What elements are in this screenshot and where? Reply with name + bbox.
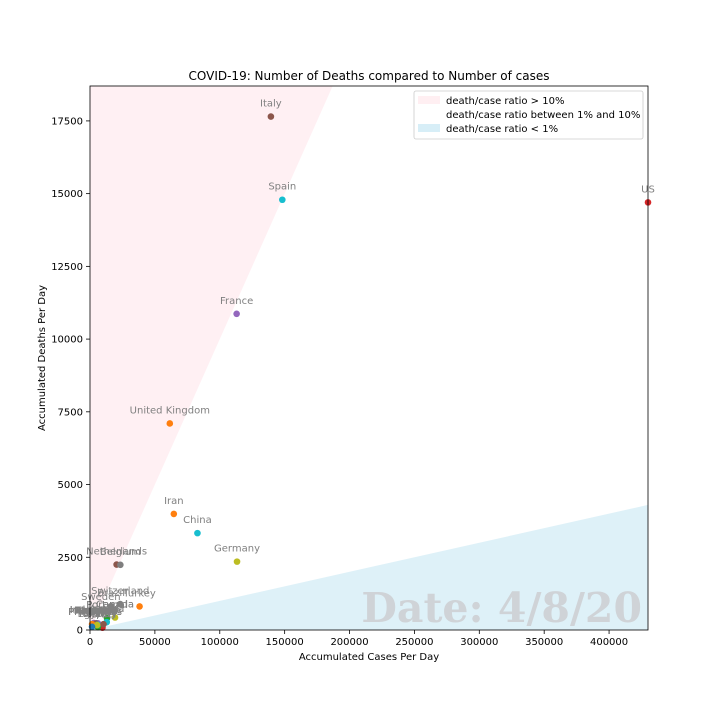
point-poland	[93, 621, 101, 629]
crowded-label-austria: Austria	[89, 604, 124, 615]
x-tick-label: 350000	[525, 637, 563, 648]
region-high-ratio	[90, 86, 333, 630]
label-china: China	[183, 515, 212, 526]
label-brazil: Brazil	[97, 588, 125, 599]
point-united-kingdom	[166, 420, 174, 427]
point-switzerland	[116, 600, 124, 608]
label-philippines: Philippines	[68, 607, 122, 618]
x-tick-label: 400000	[590, 637, 628, 648]
point-china	[194, 529, 201, 537]
label-italy: Italy	[260, 99, 282, 110]
label-turkey: Turkey	[122, 588, 156, 599]
label-france: France	[220, 296, 253, 307]
label-ireland: Ireland	[81, 605, 116, 616]
y-axis-label: Accumulated Deaths Per Day	[37, 285, 48, 431]
label-algeria: Algeria	[75, 606, 110, 617]
date-watermark: Date: 4/8/20	[361, 584, 642, 632]
label-indonesia: Indonesia	[70, 605, 118, 616]
x-tick-label: 250000	[395, 637, 433, 648]
x-tick-label: 150000	[266, 637, 304, 648]
point-france	[233, 310, 240, 318]
x-tick-label: 0	[87, 637, 93, 648]
label-belgium: Belgium	[100, 547, 141, 558]
point-korea	[100, 620, 107, 628]
crowded-label-algeria: Algeria	[75, 606, 110, 617]
legend-swatch-mid	[418, 110, 440, 118]
label-korea: Korea	[89, 606, 117, 617]
crowded-label-israel: Israel	[89, 610, 116, 621]
point-spain	[279, 196, 286, 204]
y-tick-label: 0	[77, 626, 83, 637]
label-romania: Romania	[74, 606, 118, 617]
crowded-label-ireland: Ireland	[81, 605, 116, 616]
legend-box	[413, 90, 644, 140]
legend-swatch-high	[418, 96, 440, 104]
point-sweden	[97, 606, 105, 614]
y-tick-label: 17500	[51, 116, 83, 127]
label-spain: Spain	[268, 182, 296, 193]
label-netherlands: Netherlands	[86, 547, 147, 558]
legend-swatch-low	[418, 124, 440, 132]
label-denmark: Denmark	[74, 605, 120, 616]
label-norway: Norway	[79, 609, 117, 620]
label-austria: Austria	[89, 604, 124, 615]
point-canada	[111, 614, 119, 621]
crowded-label-indonesia: Indonesia	[70, 605, 118, 616]
y-tick-label: 5000	[58, 480, 83, 491]
label-india: India	[85, 607, 110, 618]
x-axis-ticks: 0 50000 100000 150000 200000 250000 300000 3500…	[87, 630, 628, 648]
x-axis-label: Accumulated Cases Per Day	[299, 652, 439, 663]
point-italy	[267, 113, 275, 120]
x-tick-label: 200000	[330, 637, 368, 648]
label-israel: Israel	[89, 610, 116, 621]
y-axis-ticks: 0 2500 5000 7500 10000 12500 15000 17500	[51, 116, 90, 637]
point-turkey	[136, 603, 143, 610]
label-iran: Iran	[164, 496, 184, 507]
point-iran	[170, 510, 178, 518]
point-brazil	[107, 602, 115, 610]
label-egypt: Egypt	[78, 609, 107, 620]
legend-entry-mid: death/case ratio between 1% and 10%	[446, 110, 640, 121]
crowded-label-denmark: Denmark	[74, 605, 120, 616]
crowded-label-norway: Norway	[79, 609, 117, 620]
point-belgium	[117, 561, 124, 569]
plot-frame	[89, 85, 649, 631]
label-poland: Poland	[80, 607, 113, 618]
y-tick-label: 10000	[51, 335, 83, 346]
region-low-ratio	[90, 504, 648, 630]
crowded-label-canada: Canada	[96, 599, 134, 610]
label-germany: Germany	[214, 544, 260, 555]
x-tick-label: 100000	[201, 637, 239, 648]
y-tick-label: 12500	[51, 262, 83, 273]
y-tick-label: 15000	[51, 189, 83, 200]
crowded-label-ecuador: Ecuador	[75, 606, 117, 617]
y-tick-label: 7500	[58, 407, 83, 418]
legend-entry-high: death/case ratio > 10%	[446, 96, 564, 107]
chart-title: COVID-19: Number of Deaths compared to N…	[189, 69, 550, 83]
ratio-regions	[90, 86, 648, 630]
x-tick-label: 50000	[139, 637, 171, 648]
label-united-kingdom: United Kingdom	[130, 405, 210, 416]
point-germany	[233, 558, 241, 565]
crowded-label-portugal: Portugal	[86, 600, 127, 611]
x-tick-label: 300000	[460, 637, 498, 648]
y-tick-label: 2500	[58, 553, 83, 564]
label-sweden: Sweden	[81, 592, 121, 603]
label-canada: Canada	[96, 599, 134, 610]
label-portugal: Portugal	[86, 600, 127, 611]
crowded-label-romania: Romania	[74, 606, 118, 617]
legend-entry-low: death/case ratio < 1%	[446, 124, 558, 135]
crowded-label-philippines: Philippines	[68, 607, 122, 618]
label-ecuador: Ecuador	[75, 606, 117, 617]
legend: death/case ratio > 10% death/case ratio …	[413, 90, 644, 140]
data-points	[88, 113, 652, 631]
label-switzerland: Switzerland	[91, 586, 149, 597]
